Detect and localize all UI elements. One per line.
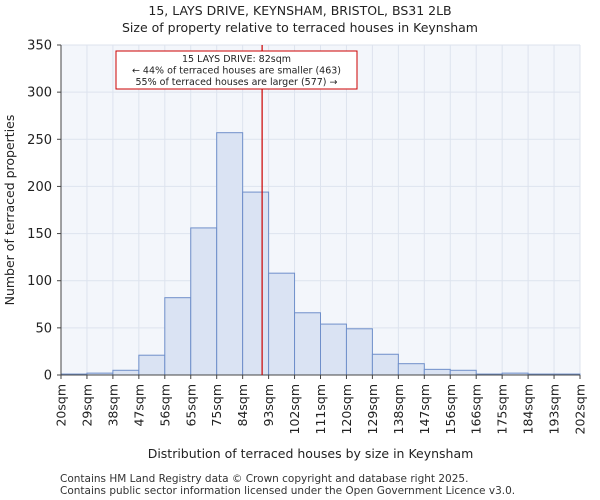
x-tick-label: 166sqm: [469, 384, 484, 434]
x-tick-label: 111sqm: [313, 384, 328, 434]
x-tick-label: 147sqm: [417, 384, 432, 434]
y-tick-label: 150: [27, 227, 52, 242]
bar: [268, 272, 296, 376]
y-tick-label: 100: [27, 274, 52, 289]
y-tick-label: 200: [27, 180, 52, 195]
y-axis-label: Number of terraced properties: [2, 115, 17, 306]
x-tick-label: 129sqm: [365, 384, 380, 434]
y-tick-label: 350: [27, 39, 52, 54]
x-tick-label: 120sqm: [339, 384, 354, 434]
x-tick-label: 65sqm: [183, 384, 198, 427]
y-tick-label: 250: [27, 133, 52, 148]
footer-line-2: Contains public sector information licen…: [60, 485, 516, 497]
annotation-line-1: 15 LAYS DRIVE: 82sqm: [182, 54, 291, 65]
chart-title: 15, LAYS DRIVE, KEYNSHAM, BRISTOL, BS31 …: [148, 3, 452, 18]
x-tick-label: 175sqm: [495, 384, 510, 434]
x-tick-label: 93sqm: [261, 384, 276, 427]
bar: [216, 132, 244, 376]
x-tick-label: 202sqm: [573, 384, 588, 434]
x-tick-label: 38sqm: [105, 384, 120, 427]
bar: [320, 323, 347, 376]
annotation-box: [115, 50, 358, 90]
y-tick-label: 0: [44, 369, 52, 384]
x-tick-label: 138sqm: [391, 384, 406, 434]
x-tick-label: 102sqm: [287, 384, 302, 434]
x-axis-label: Distribution of terraced houses by size …: [148, 446, 474, 461]
bar: [190, 227, 218, 376]
footer-line-1: Contains HM Land Registry data © Crown c…: [60, 473, 469, 485]
x-tick-label: 156sqm: [443, 384, 458, 434]
bar: [242, 191, 270, 376]
x-tick-label: 184sqm: [521, 384, 536, 434]
bar: [449, 369, 477, 376]
annotation-line-3: 55% of terraced houses are larger (577) …: [136, 77, 338, 88]
bar: [164, 297, 192, 376]
bar: [371, 353, 399, 376]
x-tick-label: 20sqm: [54, 384, 69, 427]
x-tick-label: 47sqm: [131, 384, 146, 427]
bar: [423, 368, 451, 376]
y-tick-label: 300: [27, 86, 52, 101]
bar: [138, 354, 166, 376]
bar: [294, 312, 321, 376]
bar: [397, 363, 425, 376]
annotation-line-2: ← 44% of terraced houses are smaller (46…: [132, 66, 341, 77]
x-tick-label: 84sqm: [235, 384, 250, 427]
chart-subtitle: Size of property relative to terraced ho…: [122, 20, 478, 35]
bar: [112, 369, 140, 376]
x-tick-label: 29sqm: [79, 384, 94, 427]
x-tick-label: 75sqm: [209, 384, 224, 427]
bar: [345, 328, 373, 376]
x-tick-label: 193sqm: [547, 384, 562, 434]
y-tick-label: 50: [35, 321, 52, 336]
x-tick-label: 56sqm: [157, 384, 172, 427]
